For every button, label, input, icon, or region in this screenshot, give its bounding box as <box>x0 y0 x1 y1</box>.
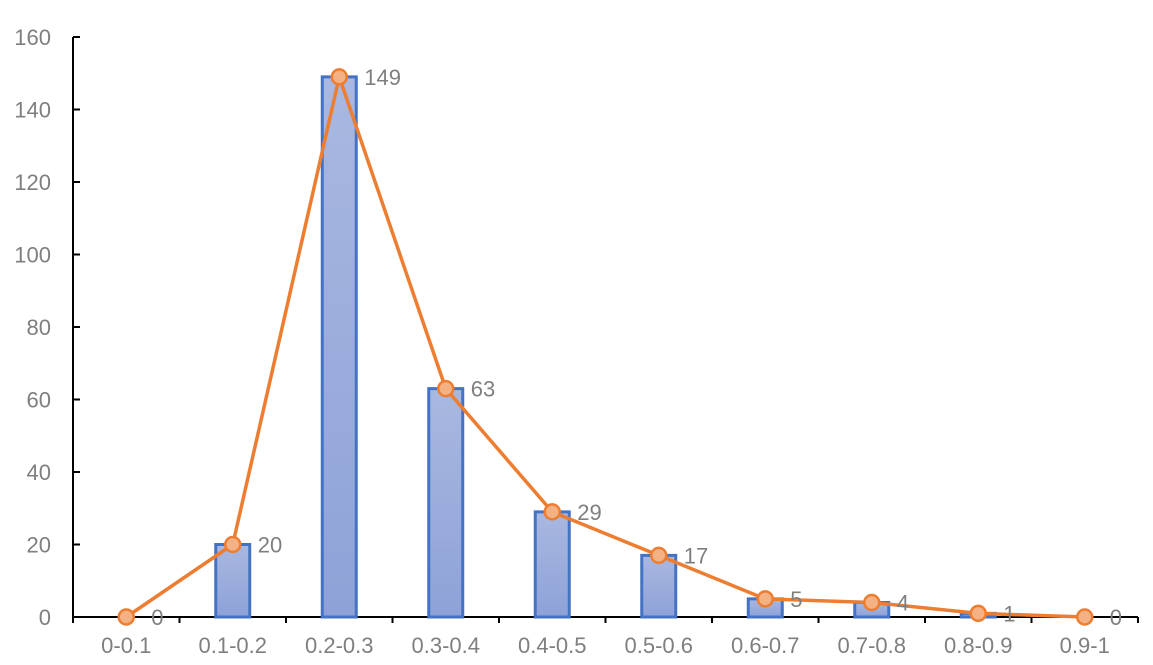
data-label: 0 <box>1110 605 1122 630</box>
data-label: 5 <box>790 587 802 612</box>
y-tick-label: 60 <box>27 388 51 413</box>
x-tick-label: 0.8-0.9 <box>944 633 1013 658</box>
y-tick-label: 20 <box>27 533 51 558</box>
y-tick-label: 140 <box>14 98 51 123</box>
series-line <box>125 75 1085 619</box>
bar <box>533 510 571 619</box>
line-series <box>117 68 1094 626</box>
line-marker <box>437 379 455 398</box>
bar <box>640 553 678 619</box>
x-tick-label: 0.9-1 <box>1060 633 1110 658</box>
x-tick-label: 0.6-0.7 <box>731 633 800 658</box>
line-marker <box>969 604 987 623</box>
y-tick-label: 160 <box>14 25 51 50</box>
line-marker <box>863 593 881 612</box>
line-marker <box>224 535 242 554</box>
x-tick-label: 0.4-0.5 <box>518 633 587 658</box>
x-tick-label: 0-0.1 <box>101 633 151 658</box>
data-label: 17 <box>684 543 708 568</box>
line-marker <box>117 608 135 626</box>
data-label: 149 <box>364 65 401 90</box>
bar <box>320 75 358 619</box>
data-label: 4 <box>897 591 909 616</box>
bar <box>427 387 465 619</box>
y-tick-label: 100 <box>14 243 51 268</box>
line-marker <box>1076 608 1094 626</box>
y-tick-label: 120 <box>14 170 51 195</box>
line-marker <box>330 68 348 86</box>
y-tick-label: 40 <box>27 460 51 485</box>
y-tick-label: 0 <box>39 605 51 630</box>
x-tick-label: 0.5-0.6 <box>625 633 694 658</box>
x-tick-label: 0.3-0.4 <box>412 633 481 658</box>
line-marker <box>756 590 774 608</box>
data-label: 63 <box>471 377 495 402</box>
data-labels: 0 20 149 63 29 17 5 4 1 0 <box>151 65 1122 630</box>
x-tick-label: 0.2-0.3 <box>305 633 374 658</box>
line-marker <box>650 546 668 565</box>
data-label: 20 <box>258 533 282 558</box>
data-label: 1 <box>1003 601 1015 626</box>
y-tick-label: 80 <box>27 315 51 340</box>
bar <box>214 543 252 619</box>
data-label: 0 <box>151 605 163 630</box>
bars <box>214 75 997 619</box>
x-tick-label: 0.1-0.2 <box>199 633 268 658</box>
line-marker <box>543 503 561 521</box>
x-tick-label: 0.7-0.8 <box>838 633 907 658</box>
data-label: 29 <box>577 500 601 525</box>
